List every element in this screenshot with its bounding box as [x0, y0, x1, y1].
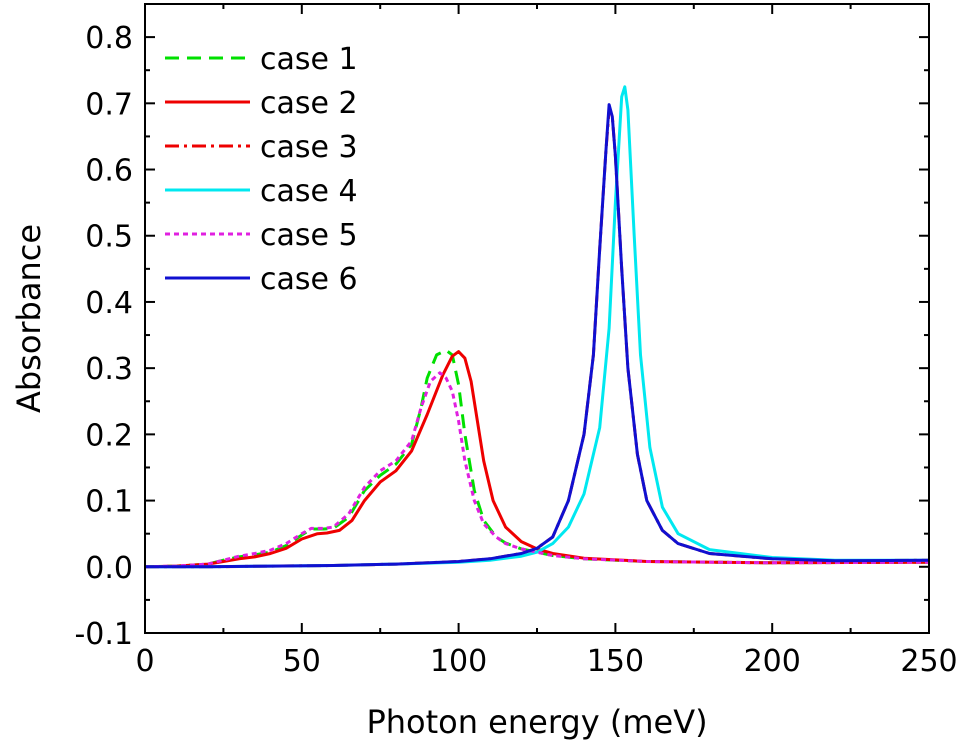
x-axis-title: Photon energy (meV)	[366, 703, 707, 741]
y-tick-label: 0.1	[85, 485, 133, 520]
series-line-case-6	[145, 103, 930, 569]
x-tick-label: 250	[900, 644, 957, 679]
y-tick-label: -0.1	[74, 617, 133, 652]
x-axis-ticks: 0 50 100 150 200 250	[135, 4, 958, 679]
x-tick-label: 200	[744, 644, 801, 679]
x-tick-label: 150	[587, 644, 644, 679]
legend-label: case 6	[260, 262, 358, 297]
legend: case 1 case 2 case 3 case 4 case 5 case 6	[165, 42, 358, 297]
y-tick-label: 0.4	[85, 286, 133, 321]
y-tick-label: 0.2	[85, 418, 133, 453]
y-axis-title: Absorbance	[10, 224, 48, 413]
y-tick-label: 0.3	[85, 352, 133, 387]
series-line-case-5	[144, 371, 930, 569]
legend-label: case 2	[260, 86, 358, 121]
y-tick-label: 0.5	[85, 220, 133, 255]
series-line-case-1	[144, 348, 930, 569]
y-tick-label: 0.7	[85, 87, 133, 122]
series-layer	[144, 85, 930, 569]
x-tick-label: 100	[430, 644, 487, 679]
x-tick-label: 0	[135, 644, 154, 679]
plot-frame	[144, 3, 930, 634]
series-line-case-2	[144, 350, 930, 569]
legend-label: case 5	[260, 218, 358, 253]
y-tick-label: 0.0	[85, 551, 133, 586]
legend-label: case 1	[260, 42, 358, 77]
legend-label: case 4	[260, 174, 358, 209]
legend-label: case 3	[260, 130, 358, 165]
x-tick-label: 50	[283, 644, 321, 679]
y-tick-label: 0.8	[85, 21, 133, 56]
y-tick-label: 0.6	[85, 154, 133, 189]
